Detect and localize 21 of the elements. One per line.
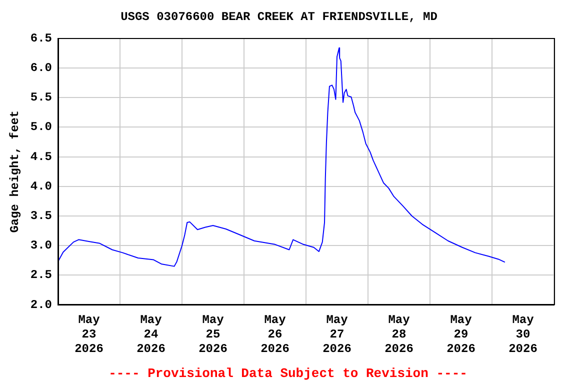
y-tick-label: 3.5 xyxy=(30,209,52,224)
x-tick-label: May 27 2026 xyxy=(322,313,352,356)
x-tick-label: May 28 2026 xyxy=(384,313,414,356)
chart-title: USGS 03076600 BEAR CREEK AT FRIENDSVILLE, MD xyxy=(120,10,438,24)
x-tick-label: May 30 2026 xyxy=(508,313,538,356)
text: ---- Provisional Data Subject to Revision ---- xyxy=(108,366,468,382)
y-tick-label: 5.5 xyxy=(30,90,52,105)
y-tick-label: 3.0 xyxy=(30,238,52,253)
y-tick-label: 4.5 xyxy=(30,150,52,164)
y-tick-label: 4.0 xyxy=(30,179,52,194)
x-tick-label: May 25 2026 xyxy=(198,313,228,356)
y-axis-title: Gage height, feet xyxy=(8,110,22,233)
y-tick-label: 5.0 xyxy=(30,120,52,134)
x-tick-label: May 26 2026 xyxy=(260,313,290,356)
y-tick-label: 2.0 xyxy=(30,298,52,312)
x-tick-label: May 23 2026 xyxy=(74,313,104,356)
x-tick-label: May 24 2026 xyxy=(136,313,166,356)
y-tick-label: 6.5 xyxy=(30,31,52,46)
x-tick-label: May 29 2026 xyxy=(446,313,476,356)
y-tick-label: 2.5 xyxy=(30,268,52,282)
y-tick-label: 6.0 xyxy=(30,61,52,76)
